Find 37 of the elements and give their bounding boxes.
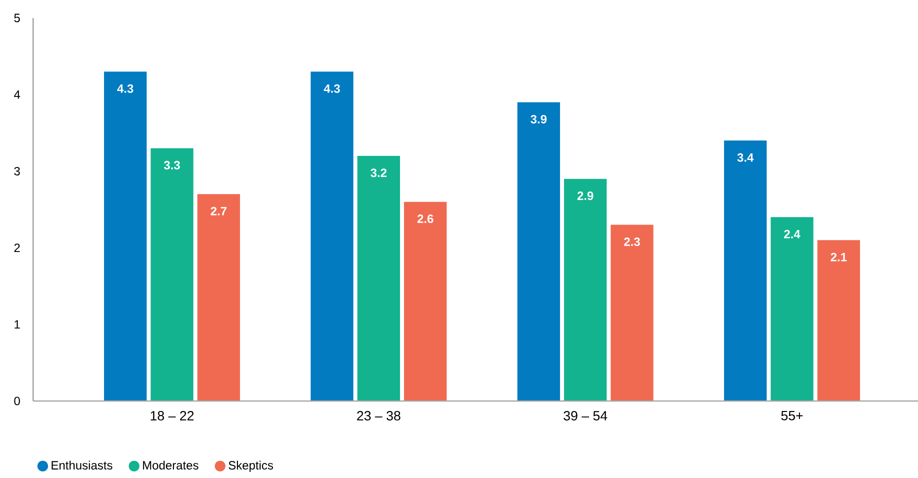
y-tick-label: 3 xyxy=(14,166,20,176)
data-label: 2.6 xyxy=(417,214,434,224)
y-tick-label: 4 xyxy=(14,90,20,99)
y-tick-label: 1 xyxy=(14,320,20,329)
data-label: 2.4 xyxy=(784,230,800,238)
bar xyxy=(310,72,354,401)
bar xyxy=(150,148,194,401)
data-label: 2.7 xyxy=(210,206,226,216)
data-label: 2.1 xyxy=(830,252,847,262)
bar xyxy=(724,140,767,401)
x-tick-label: 55+ xyxy=(781,411,803,420)
bar xyxy=(104,72,147,401)
bar xyxy=(197,194,240,401)
x-tick-label: 39 – 54 xyxy=(564,411,608,420)
data-label: 2.9 xyxy=(577,192,594,200)
legend-label: Skeptics xyxy=(228,460,274,472)
bar xyxy=(517,102,560,401)
bar xyxy=(770,217,814,401)
data-label: 4.3 xyxy=(117,84,134,93)
y-tick-label: 2 xyxy=(14,244,20,252)
data-label: 4.3 xyxy=(324,84,340,93)
data-label: 3.2 xyxy=(370,168,387,178)
data-label: 3.3 xyxy=(164,160,180,170)
legend-label: Enthusiasts xyxy=(52,460,112,470)
bar xyxy=(610,224,654,401)
x-tick-label: 23 – 38 xyxy=(357,411,400,420)
data-label: 3.4 xyxy=(737,153,754,162)
bar xyxy=(564,178,607,401)
bar xyxy=(817,240,860,401)
x-tick-label: 18 – 22 xyxy=(150,411,194,420)
legend-label: Moderates xyxy=(143,460,198,470)
y-tick-label: 0 xyxy=(14,396,20,406)
y-tick-label: 5 xyxy=(14,14,20,22)
data-label: 2.3 xyxy=(624,238,640,246)
data-label: 3.9 xyxy=(530,114,547,124)
bar xyxy=(357,156,400,401)
bar xyxy=(404,202,447,401)
